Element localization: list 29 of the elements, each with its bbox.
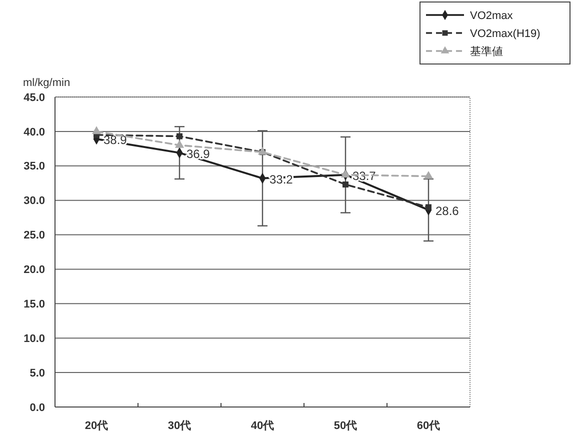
x-tick-label: 40代 bbox=[250, 420, 274, 432]
y-tick-label: 5.0 bbox=[30, 367, 45, 380]
point bbox=[258, 146, 268, 155]
x-tick-label: 60代 bbox=[416, 420, 440, 432]
legend-label: 基準値 bbox=[470, 44, 503, 58]
point bbox=[424, 170, 434, 179]
point bbox=[340, 170, 350, 178]
point bbox=[426, 204, 432, 210]
legend-label: VO2max(H19) bbox=[470, 28, 540, 40]
point bbox=[342, 181, 348, 188]
y-tick-label: 15.0 bbox=[24, 298, 45, 311]
y-tick-label: 25.0 bbox=[24, 230, 45, 242]
legend-label: VO2max bbox=[470, 10, 514, 22]
y-tick-label: 35.0 bbox=[24, 160, 45, 173]
y-tick-label: 0.0 bbox=[30, 402, 45, 414]
data-label: 36.9 bbox=[186, 146, 210, 161]
y-tick-label: 40.0 bbox=[24, 126, 45, 138]
point bbox=[176, 133, 182, 140]
x-tick-label: 50代 bbox=[334, 420, 358, 432]
point bbox=[92, 126, 102, 134]
data-label: 28.6 bbox=[436, 204, 460, 218]
point bbox=[174, 140, 184, 148]
x-tick-label: 30代 bbox=[168, 420, 192, 432]
y-tick-label: 45.0 bbox=[24, 92, 45, 104]
y-tick-label: 10.0 bbox=[24, 332, 45, 345]
x-tick-label: 20代 bbox=[84, 420, 108, 432]
y-tick-label: 30.0 bbox=[24, 195, 45, 208]
y-tick-label: 20.0 bbox=[24, 264, 45, 276]
y-axis-title: ml/kg/min bbox=[23, 77, 70, 89]
